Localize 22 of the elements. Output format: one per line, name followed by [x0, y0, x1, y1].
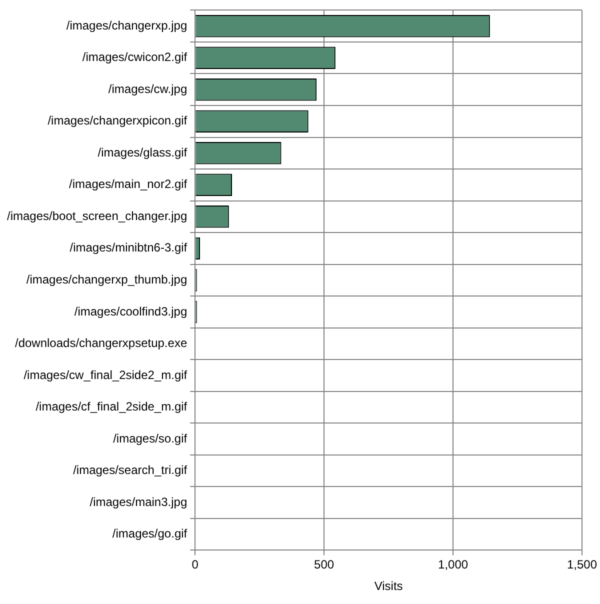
y-tick-label: /images/coolfind3.jpg	[74, 304, 188, 318]
y-tick-label: /images/go.gif	[112, 526, 188, 541]
y-tick-label: /images/minibtn6-3.gif	[70, 240, 188, 255]
y-tick-label: /images/boot_screen_changer.jpg	[7, 208, 188, 223]
y-tick-label: /images/cw_final_2side2_m.gif	[24, 368, 188, 382]
y-tick-label: /images/main_nor2.gif	[69, 177, 188, 192]
x-axis-title: Visits	[374, 579, 403, 594]
x-tick-label: 1,000	[438, 558, 468, 572]
y-tick-label: /images/so.gif	[113, 431, 188, 446]
y-tick-label: /images/glass.gif	[98, 145, 188, 160]
y-tick-label: /images/changerxp.jpg	[66, 18, 188, 32]
x-tick-label: 500	[314, 558, 334, 572]
x-tick-label: 1,500	[566, 558, 598, 572]
y-tick-label: /images/main3.jpg	[90, 494, 188, 509]
y-tick-label: /images/changerxp_thumb.jpg	[26, 272, 188, 287]
y-tick-label: /images/cw.jpg	[108, 82, 188, 96]
y-tick-label: /images/changerxpicon.gif	[48, 114, 188, 128]
x-tick-label: 0	[192, 558, 199, 572]
y-tick-label: /downloads/changerxpsetup.exe	[15, 336, 188, 350]
y-tick-label: /images/cwicon2.gif	[82, 50, 188, 64]
y-tick-label: /images/cf_final_2side_m.gif	[36, 400, 188, 414]
y-tick-label: /images/search_tri.gif	[73, 463, 188, 478]
